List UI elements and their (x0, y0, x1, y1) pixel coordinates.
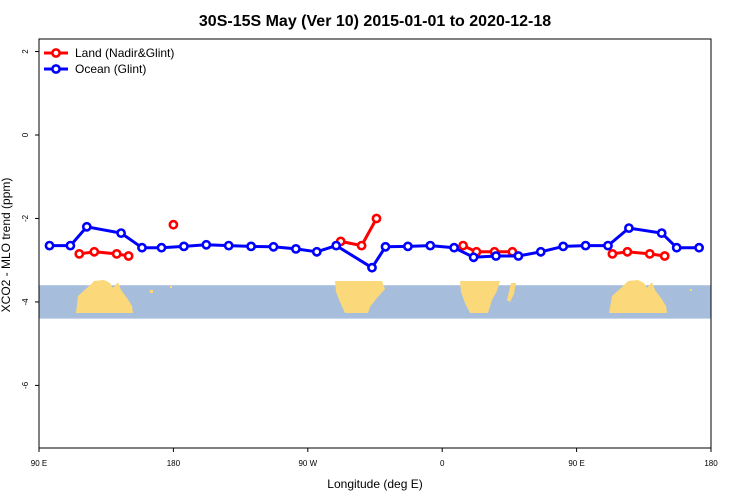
series-line (612, 250, 665, 258)
data-point (290, 243, 301, 254)
data-point (44, 240, 55, 251)
data-point (535, 246, 546, 257)
x-tick-label: 0 (440, 459, 445, 468)
data-point (178, 241, 189, 252)
legend-label: Ocean (Glint) (75, 62, 146, 76)
data-point (367, 262, 377, 273)
y-tick-label: -6 (21, 381, 30, 389)
landmass-island-3 (690, 289, 692, 291)
data-point (580, 240, 591, 251)
data-point (168, 219, 179, 230)
legend: Land (Nadir&Glint) Ocean (Glint) (44, 46, 174, 76)
legend-label: Land (Nadir&Glint) (75, 46, 174, 60)
data-point (607, 248, 618, 259)
data-point (468, 252, 479, 263)
data-point (603, 240, 613, 251)
legend-marker (51, 64, 61, 74)
data-point (123, 251, 134, 261)
plot-frame (38, 38, 712, 449)
data-point (558, 241, 569, 252)
series-line (79, 250, 129, 258)
y-tick-label: 2 (21, 49, 30, 54)
series-layer (44, 213, 704, 273)
data-point (81, 221, 92, 232)
data-point (449, 242, 459, 253)
data-point (65, 240, 76, 251)
data-point (671, 242, 682, 253)
x-axis-ticks: 90 E 180 90 W 0 90 E 180 (31, 448, 718, 468)
data-point (656, 228, 667, 238)
data-point (380, 241, 391, 252)
landmass-australia-left (76, 280, 133, 313)
y-tick-label: -2 (21, 214, 30, 222)
x-tick-label: 90 E (568, 459, 584, 468)
data-point (74, 248, 85, 259)
data-point (624, 223, 634, 233)
x-axis-label: Longitude (deg E) (327, 477, 422, 491)
data-point (644, 248, 655, 259)
data-point (223, 240, 234, 251)
data-point (402, 241, 413, 252)
series-ocean (44, 221, 704, 273)
landmass-americas (335, 281, 385, 313)
data-point (659, 251, 670, 261)
series-line (462, 244, 513, 254)
y-axis-ticks: 2 0 -2 -4 -6 (21, 49, 39, 389)
y-tick-label: 0 (21, 132, 30, 137)
landmass-africa (460, 281, 500, 313)
chart-title: 30S-15S May (Ver 10) 2015-01-01 to 2020-… (199, 13, 551, 30)
y-tick-label: -4 (21, 298, 30, 306)
data-point (694, 242, 704, 253)
series-line (340, 217, 378, 248)
landmass-island-1 (150, 290, 153, 293)
y-axis-label: XCO2 - MLO trend (ppm) (0, 178, 13, 313)
x-tick-label: 90 E (31, 459, 47, 468)
data-point (458, 240, 468, 251)
data-point (137, 242, 147, 253)
x-tick-label: 180 (167, 459, 181, 468)
data-point (111, 248, 122, 259)
data-point (513, 251, 524, 261)
landmass-australia-right (609, 280, 667, 313)
x-tick-label: 90 W (298, 459, 317, 468)
series-land (74, 213, 670, 261)
data-point (201, 239, 212, 250)
landmass-island-2 (170, 286, 172, 288)
data-point (156, 242, 167, 253)
data-point (268, 241, 279, 252)
x-tick-label: 180 (704, 459, 718, 468)
data-point (622, 246, 633, 257)
data-point (89, 246, 100, 257)
data-point (311, 246, 322, 257)
data-point (331, 240, 342, 251)
data-point (246, 241, 256, 252)
data-point (116, 228, 126, 238)
data-point (491, 251, 501, 261)
world-map-band (39, 280, 711, 319)
data-point (356, 240, 367, 251)
data-point (371, 213, 382, 224)
legend-marker (51, 48, 61, 58)
landmass-madagascar (507, 283, 516, 302)
data-point (425, 240, 436, 251)
series-line (49, 225, 700, 270)
